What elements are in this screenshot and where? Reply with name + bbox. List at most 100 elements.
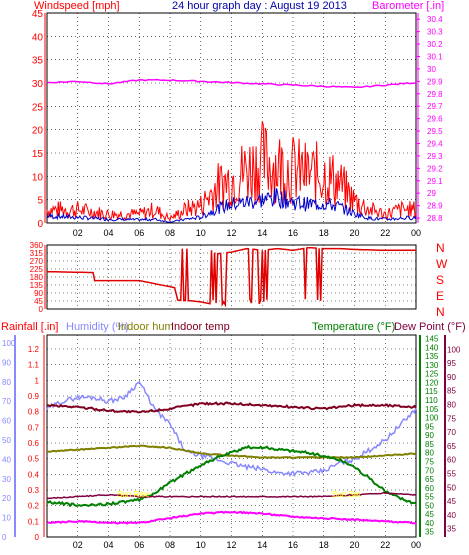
dewpoint-tick-label: 65 bbox=[447, 442, 456, 451]
temperature-tick-label: 130 bbox=[425, 361, 439, 370]
temperature-tick-label: 65 bbox=[425, 475, 434, 484]
temperature-tick-label: 120 bbox=[425, 378, 439, 387]
dewpoint-tick-label: 55 bbox=[447, 470, 456, 479]
barometer-tick-label: 29.1 bbox=[427, 177, 443, 186]
barometer-tick-label: 29.8 bbox=[427, 90, 443, 99]
barometer-tick-label: 29.4 bbox=[427, 139, 443, 148]
temperature-tick-label: 70 bbox=[425, 466, 434, 475]
dewpoint-tick-label: 60 bbox=[447, 456, 456, 465]
humidity-tick-label: 20 bbox=[2, 494, 11, 503]
weather-grid bbox=[47, 335, 417, 538]
temperature-tick-label: 115 bbox=[425, 387, 438, 396]
temperature-tick-label: 95 bbox=[425, 422, 434, 431]
hour-tick-label: 20 bbox=[349, 228, 359, 238]
wind-tick-label: 25 bbox=[32, 102, 44, 113]
dewpoint-tick-label: 75 bbox=[447, 414, 456, 423]
rainfall-tick-label: 0.1 bbox=[28, 517, 40, 526]
gust-line bbox=[46, 121, 417, 223]
temperature-tick-label: 45 bbox=[425, 510, 434, 519]
compass-tick-label: W bbox=[436, 257, 448, 271]
barometer-tick-label: 28.9 bbox=[427, 202, 443, 211]
hour-tick-label: 10 bbox=[196, 228, 206, 238]
hour-tick-label: 06 bbox=[134, 228, 144, 238]
temperature-tick-label: 145 bbox=[425, 335, 439, 344]
chart-title: 24 hour graph day : August 19 2013 bbox=[172, 0, 347, 12]
rainfall-tick-label: 0.5 bbox=[28, 455, 40, 464]
wind-tick-label: 5 bbox=[37, 196, 43, 207]
direction-tick-label: 315 bbox=[30, 249, 44, 258]
compass-tick-label: N bbox=[436, 241, 445, 255]
hour-tick-label: 14 bbox=[257, 540, 267, 550]
temperature-tick-label: 90 bbox=[425, 431, 434, 440]
dewpoint-tick-label: 85 bbox=[447, 387, 456, 396]
compass-tick-label: N bbox=[436, 305, 445, 319]
hour-tick-label: 16 bbox=[288, 540, 298, 550]
rainfall-tick-label: 0.4 bbox=[28, 470, 40, 479]
barometer-tick-label: 29.9 bbox=[427, 77, 443, 86]
hour-tick-label: 14 bbox=[257, 228, 267, 238]
barometer-tick-label: 29.2 bbox=[427, 164, 443, 173]
rainfall-tick-label: 1 bbox=[35, 376, 40, 385]
humidity-tick-label: 70 bbox=[2, 397, 11, 406]
hour-tick-label: 16 bbox=[288, 228, 298, 238]
hour-tick-label: 20 bbox=[349, 540, 359, 550]
dewpoint-tick-label: 45 bbox=[447, 497, 456, 506]
hour-tick-label: 02 bbox=[73, 228, 83, 238]
sunset-annotation: Sun Set bbox=[332, 490, 361, 499]
direction-tick-label: 225 bbox=[30, 265, 44, 274]
indoor-hum-line bbox=[47, 444, 417, 460]
rainfall-tick-label: 1.1 bbox=[28, 361, 40, 370]
hour-tick-label: 04 bbox=[103, 228, 113, 238]
axis-ticks: 05101520253035404528.828.92929.129.229.3… bbox=[2, 9, 461, 550]
humidity-tick-label: 10 bbox=[2, 514, 11, 523]
wind-tick-label: 40 bbox=[32, 32, 44, 43]
barometer-tick-label: 29.3 bbox=[427, 152, 443, 161]
wind-tick-label: 30 bbox=[32, 79, 44, 90]
hour-tick-label: 22 bbox=[380, 540, 390, 550]
wind-tick-label: 20 bbox=[32, 126, 44, 137]
temperature-tick-label: 75 bbox=[425, 457, 434, 466]
wind-tick-label: 0 bbox=[37, 219, 43, 230]
direction-tick-label: 270 bbox=[30, 257, 44, 266]
hour-tick-label: 02 bbox=[73, 540, 83, 550]
wind-tick-label: 35 bbox=[32, 56, 44, 67]
humidity-tick-label: 40 bbox=[2, 455, 11, 464]
temperature-line bbox=[46, 444, 417, 508]
temperature-tick-label: 55 bbox=[425, 493, 434, 502]
temperature-tick-label: 85 bbox=[425, 440, 434, 449]
hour-tick-label: 08 bbox=[165, 540, 175, 550]
wind-grid bbox=[47, 12, 417, 224]
dewpoint-line bbox=[46, 491, 417, 500]
humidity-tick-label: 60 bbox=[2, 417, 11, 426]
barometer-tick-label: 29 bbox=[427, 189, 436, 198]
rainfall-tick-label: 0.2 bbox=[28, 502, 40, 511]
direction-tick-label: 180 bbox=[30, 273, 44, 282]
direction-grid bbox=[47, 244, 417, 310]
direction-tick-label: 135 bbox=[30, 281, 44, 290]
wind-series bbox=[46, 78, 417, 223]
direction-tick-label: 45 bbox=[34, 297, 43, 306]
hour-tick-label: 00 bbox=[411, 540, 421, 550]
temperature-tick-label: 105 bbox=[425, 405, 439, 414]
humidity-tick-label: 80 bbox=[2, 378, 11, 387]
indoor-temp-label: Indoor temp bbox=[171, 321, 230, 333]
temperature-tick-label: 100 bbox=[425, 414, 439, 423]
temperature-tick-label: 125 bbox=[425, 370, 439, 379]
wind-tick-label: 10 bbox=[32, 172, 44, 183]
barometer-tick-label: 30.2 bbox=[427, 40, 443, 49]
rainfall-tick-label: 1.2 bbox=[28, 345, 40, 354]
wind-tick-label: 15 bbox=[32, 149, 44, 160]
humidity-tick-label: 90 bbox=[2, 358, 11, 367]
dewpoint-axis-label: Dew Point (°F) bbox=[394, 321, 466, 333]
barometer-tick-label: 30.3 bbox=[427, 28, 443, 37]
dewpoint-tick-label: 35 bbox=[447, 525, 456, 534]
barometer-tick-label: 29.7 bbox=[427, 102, 443, 111]
rainfall-tick-label: 0 bbox=[35, 533, 40, 542]
barometer-tick-label: 29.6 bbox=[427, 115, 443, 124]
barometer-axis-label: Barometer [.in] bbox=[372, 0, 444, 12]
direction-tick-label: 360 bbox=[30, 241, 44, 250]
indoor-hum-label: Indoor hum bbox=[118, 321, 174, 333]
barometer-tick-label: 28.8 bbox=[427, 214, 443, 223]
rainfall-tick-label: 0.7 bbox=[28, 423, 40, 432]
